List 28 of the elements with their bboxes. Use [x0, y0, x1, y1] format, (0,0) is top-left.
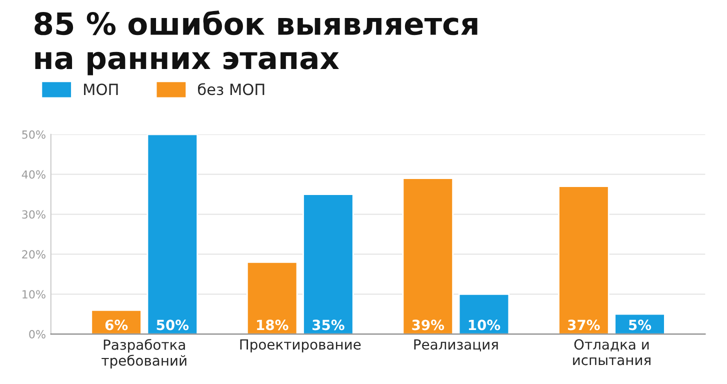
data-label: 37% — [568, 320, 600, 330]
y-tick-label: 30% — [22, 210, 46, 219]
chart-title: 85 % ошибок выявляется на ранних этапах — [34, 10, 478, 76]
y-tick-label: 0% — [29, 330, 46, 338]
y-tick-label: 40% — [22, 170, 46, 179]
bar — [458, 293, 510, 334]
data-label: 35% — [312, 320, 344, 330]
bar — [246, 262, 298, 334]
bar — [558, 186, 610, 334]
y-tick-label: 50% — [22, 130, 46, 139]
legend-label: МОП — [84, 84, 118, 96]
x-tick-label: Проектирование — [240, 339, 361, 352]
data-label: 5% — [629, 320, 652, 330]
bar — [146, 134, 198, 334]
bar — [90, 309, 142, 334]
y-tick-label: 20% — [22, 250, 46, 259]
y-tick-label: 10% — [22, 290, 46, 299]
legend-label: без МОП — [198, 83, 264, 96]
data-label: 50% — [156, 320, 189, 330]
bar — [402, 178, 454, 334]
data-label: 39% — [412, 320, 444, 330]
x-tick-label: Отладка и испытания — [573, 339, 650, 366]
bar — [302, 194, 354, 334]
data-label: 6% — [105, 320, 128, 330]
x-tick-label: Разработка требований — [102, 338, 186, 368]
data-label: 18% — [257, 320, 288, 330]
x-tick-label: Реализация — [414, 339, 498, 352]
data-label: 10% — [468, 320, 500, 330]
